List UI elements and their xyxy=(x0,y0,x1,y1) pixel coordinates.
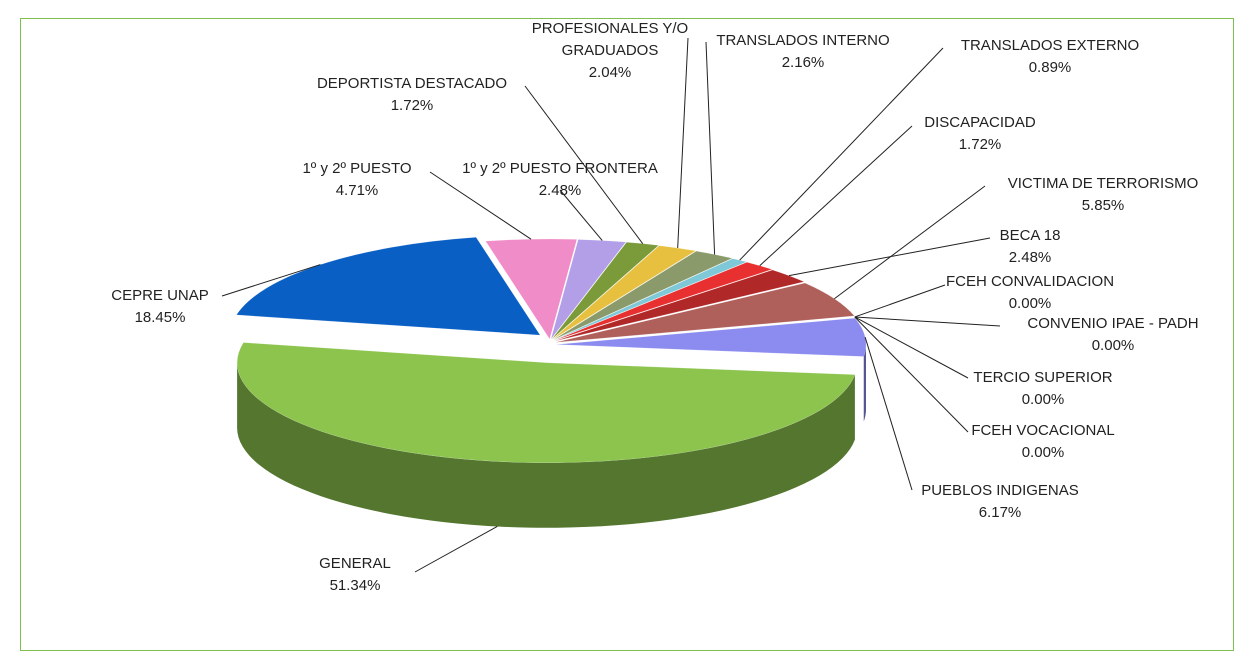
data-label: TRANSLADOS EXTERNO 0.89% xyxy=(940,35,1160,79)
chart-border xyxy=(20,18,1234,651)
value-label: 2.48% xyxy=(1008,249,1052,266)
slice xyxy=(555,317,867,357)
data-label: BECA 18 2.48% xyxy=(970,225,1090,269)
category-label: CONVENIO IPAE - PADH xyxy=(1027,315,1199,332)
value-label: 1.72% xyxy=(958,136,1002,153)
value-label: 4.71% xyxy=(335,182,379,199)
value-label: 0.00% xyxy=(1021,391,1065,408)
value-label: 1.72% xyxy=(390,97,434,114)
category-label: FCEH CONVALIDACION xyxy=(945,273,1115,290)
leader-line xyxy=(221,264,321,297)
slice-side xyxy=(237,362,855,528)
category-label: TRANSLADOS INTERNO xyxy=(716,32,890,49)
category-label: VICTIMA DE TERRORISMO xyxy=(1007,175,1199,192)
data-label: FCEH CONVALIDACION 0.00% xyxy=(930,271,1130,315)
leader-line xyxy=(759,125,913,267)
leader-line xyxy=(677,37,689,249)
leader-line xyxy=(854,316,969,379)
leader-line xyxy=(524,85,644,244)
category-label: BECA 18 xyxy=(999,227,1061,244)
data-label: DISCAPACIDAD 1.72% xyxy=(900,112,1060,156)
category-label: 1º y 2º PUESTO xyxy=(302,160,412,177)
category-label: DISCAPACIDAD xyxy=(924,114,1036,131)
value-label: 2.48% xyxy=(538,182,582,199)
category-label: TRANSLADOS EXTERNO xyxy=(960,37,1140,54)
data-label: VICTIMA DE TERRORISMO 5.85% xyxy=(973,173,1233,217)
value-label: 0.00% xyxy=(1008,295,1052,312)
value-label: 0.00% xyxy=(1091,337,1135,354)
data-label: DEPORTISTA DESTACADO 1.72% xyxy=(287,73,537,117)
leader-line xyxy=(705,41,716,255)
category-label: PUEBLOS INDIGENAS xyxy=(921,482,1079,499)
value-label: 18.45% xyxy=(134,309,186,326)
value-label: 2.04% xyxy=(588,64,632,81)
data-label: CEPRE UNAP 18.45% xyxy=(80,285,240,329)
data-label: PROFESIONALES Y/O GRADUADOS 2.04% xyxy=(525,18,695,84)
leader-line xyxy=(854,284,946,318)
data-label: GENERAL 51.34% xyxy=(295,553,415,597)
value-label: 2.16% xyxy=(781,54,825,71)
category-label: FCEH VOCACIONAL xyxy=(971,422,1115,439)
value-label: 51.34% xyxy=(329,577,381,594)
category-label: PROFESIONALES Y/O GRADUADOS xyxy=(531,20,689,59)
slice xyxy=(555,282,855,343)
slice xyxy=(554,269,805,342)
leader-line xyxy=(559,189,603,241)
value-label: 0.89% xyxy=(1028,59,1072,76)
leader-line xyxy=(739,47,944,261)
data-label: TRANSLADOS INTERNO 2.16% xyxy=(693,30,913,74)
category-label: 1º y 2º PUESTO FRONTERA xyxy=(462,160,658,177)
data-label: FCEH VOCACIONAL 0.00% xyxy=(953,420,1133,464)
slice-side xyxy=(863,344,866,422)
leader-line xyxy=(834,185,986,300)
slice xyxy=(552,250,733,341)
value-label: 0.00% xyxy=(1021,444,1065,461)
category-label: DEPORTISTA DESTACADO xyxy=(316,75,508,92)
slice xyxy=(236,237,541,336)
value-label: 6.17% xyxy=(978,504,1022,521)
category-label: GENERAL xyxy=(319,555,391,572)
leader-line xyxy=(854,316,1001,327)
value-label: 5.85% xyxy=(1081,197,1125,214)
slice xyxy=(236,342,856,464)
leader-line xyxy=(414,526,498,573)
data-label: TERCIO SUPERIOR 0.00% xyxy=(953,367,1133,411)
category-label: TERCIO SUPERIOR xyxy=(973,369,1113,386)
data-label: PUEBLOS INDIGENAS 6.17% xyxy=(900,480,1100,524)
leader-line xyxy=(788,237,991,277)
leader-line xyxy=(854,316,969,433)
data-label: 1º y 2º PUESTO 4.71% xyxy=(272,158,442,202)
slice xyxy=(485,238,578,340)
data-label: 1º y 2º PUESTO FRONTERA 2.48% xyxy=(430,158,690,202)
data-label: CONVENIO IPAE - PADH 0.00% xyxy=(993,313,1233,357)
leader-line xyxy=(429,171,532,240)
leader-line xyxy=(864,337,913,491)
category-label: CEPRE UNAP xyxy=(111,287,209,304)
slice xyxy=(550,239,627,340)
